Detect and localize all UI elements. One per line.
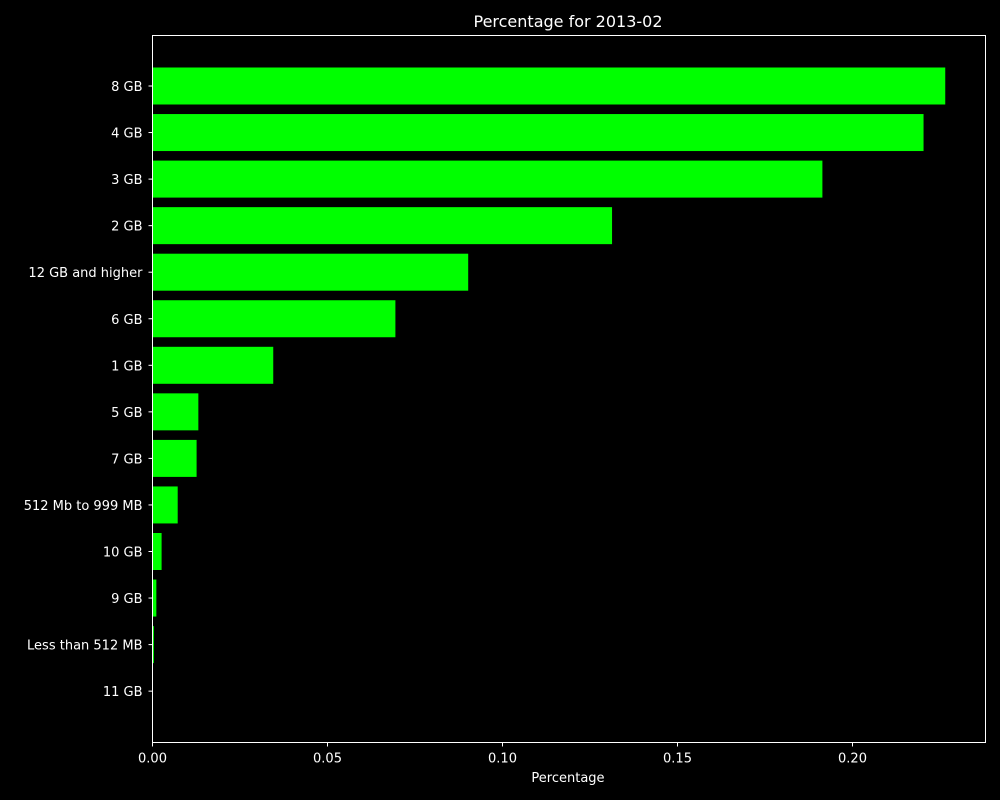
x-tick-label: 0.00 — [138, 752, 167, 767]
bar — [152, 67, 946, 105]
y-tick-label: 1 GB — [111, 359, 142, 374]
plot-frame — [152, 35, 986, 743]
y-tick-label: 3 GB — [111, 173, 142, 188]
x-axis-ticks: 0.00 0.05 0.10 0.15 0.20 — [138, 742, 867, 767]
y-tick-label: 12 GB and higher — [28, 266, 143, 281]
y-tick-label: 512 Mb to 999 MB — [24, 499, 143, 514]
y-tick-label: 9 GB — [111, 592, 142, 607]
y-tick-label: Less than 512 MB — [27, 639, 142, 654]
bar — [152, 533, 162, 570]
y-tick-label: 2 GB — [111, 220, 142, 235]
bar — [152, 207, 613, 245]
bar — [152, 579, 157, 617]
bar — [152, 253, 469, 291]
y-tick-label: 10 GB — [103, 546, 143, 561]
y-tick-label: 11 GB — [103, 685, 143, 700]
bar — [152, 346, 274, 384]
y-axis-ticks: 8 GB 4 GB 3 GB 2 GB 12 GB and higher 6 GB 1 GB… — [24, 80, 153, 700]
bar — [152, 160, 823, 198]
bar — [152, 486, 178, 524]
x-tick-label: 0.15 — [663, 752, 692, 767]
bar — [152, 300, 396, 338]
x-axis-label: Percentage — [531, 771, 604, 786]
x-tick-label: 0.20 — [838, 752, 867, 767]
y-tick-label: 7 GB — [111, 452, 142, 467]
bar — [152, 114, 924, 152]
chart-title: Percentage for 2013-02 — [473, 12, 662, 31]
bar — [152, 439, 197, 477]
y-tick-label: 4 GB — [111, 127, 142, 142]
y-tick-label: 6 GB — [111, 313, 142, 328]
bar — [152, 393, 199, 431]
x-tick-label: 0.05 — [313, 752, 342, 767]
bars-group — [152, 67, 946, 710]
y-tick-label: 5 GB — [111, 406, 142, 421]
y-tick-label: 8 GB — [111, 80, 142, 95]
x-tick-label: 0.10 — [488, 752, 517, 767]
bar — [152, 626, 154, 664]
